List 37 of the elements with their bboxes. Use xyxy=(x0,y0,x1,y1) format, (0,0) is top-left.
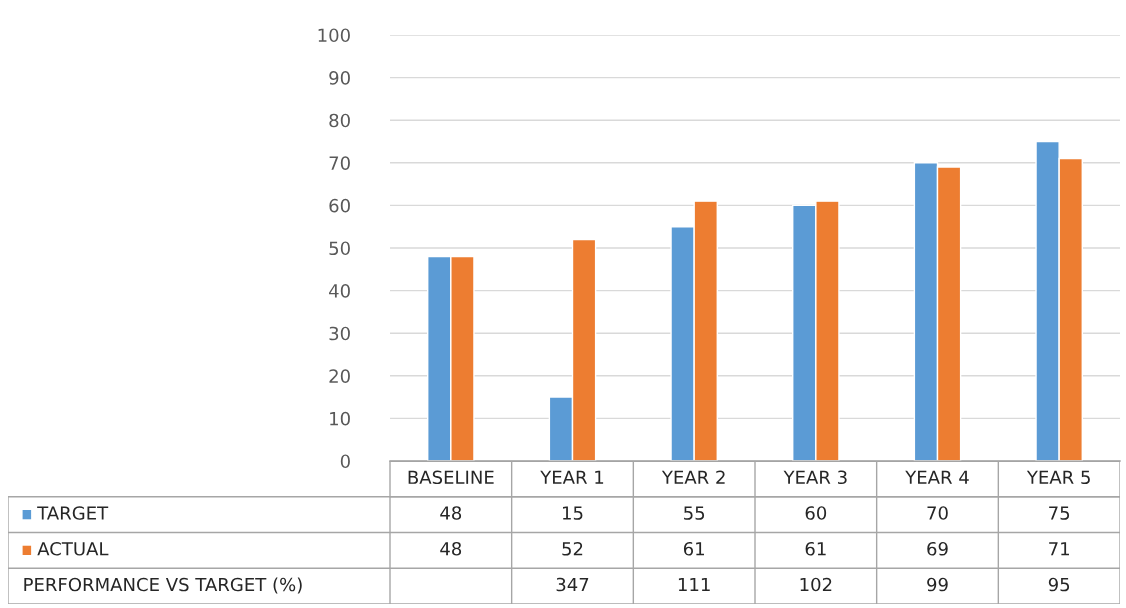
x-tick-label: YEAR 4 xyxy=(905,470,969,484)
x-tick-label: YEAR 2 xyxy=(661,470,725,484)
y-tick-label: 50 xyxy=(329,241,350,256)
text: 99 xyxy=(927,577,948,592)
data-label: 52 xyxy=(562,541,583,556)
y-tick-label: 60 xyxy=(329,198,350,213)
data-label: 75 xyxy=(1049,506,1070,520)
y-tick-label: 20 xyxy=(329,369,350,383)
data-label: 60 xyxy=(805,506,827,520)
data-label: 48 xyxy=(440,541,462,556)
text: 347 xyxy=(556,577,589,592)
y-tick-label: 70 xyxy=(329,156,350,170)
data-label: 69 xyxy=(927,541,948,556)
x-tick-label: YEAR 3 xyxy=(783,470,847,485)
legend-label: TARGET xyxy=(37,506,109,520)
x-tick-label: YEAR 5 xyxy=(1026,470,1090,485)
text: 111 xyxy=(678,577,710,592)
data-label: 48 xyxy=(440,506,462,520)
data-label: 70 xyxy=(927,506,948,520)
data-label: 71 xyxy=(1049,542,1069,556)
y-tick-label: 100 xyxy=(318,28,350,43)
y-tick-label: 10 xyxy=(330,411,350,426)
y-tick-label: 30 xyxy=(329,326,350,341)
legend-label: ACTUAL xyxy=(37,541,109,556)
y-tick-label: 40 xyxy=(329,284,350,298)
data-label: 61 xyxy=(683,541,704,556)
y-tick-label: 80 xyxy=(329,113,350,128)
data-label: 61 xyxy=(805,541,826,556)
x-tick-label: YEAR 1 xyxy=(540,470,604,484)
y-tick-label: 90 xyxy=(329,71,350,85)
data-label: 55 xyxy=(684,506,705,520)
y-tick-label: 0 xyxy=(340,454,350,469)
x-tick-label: BASELINE xyxy=(408,470,494,485)
text: PERFORMANCE VS TARGET (%) xyxy=(24,577,302,594)
text: 102 xyxy=(800,577,832,592)
data-label: 15 xyxy=(563,506,583,520)
text: 95 xyxy=(1048,577,1070,592)
